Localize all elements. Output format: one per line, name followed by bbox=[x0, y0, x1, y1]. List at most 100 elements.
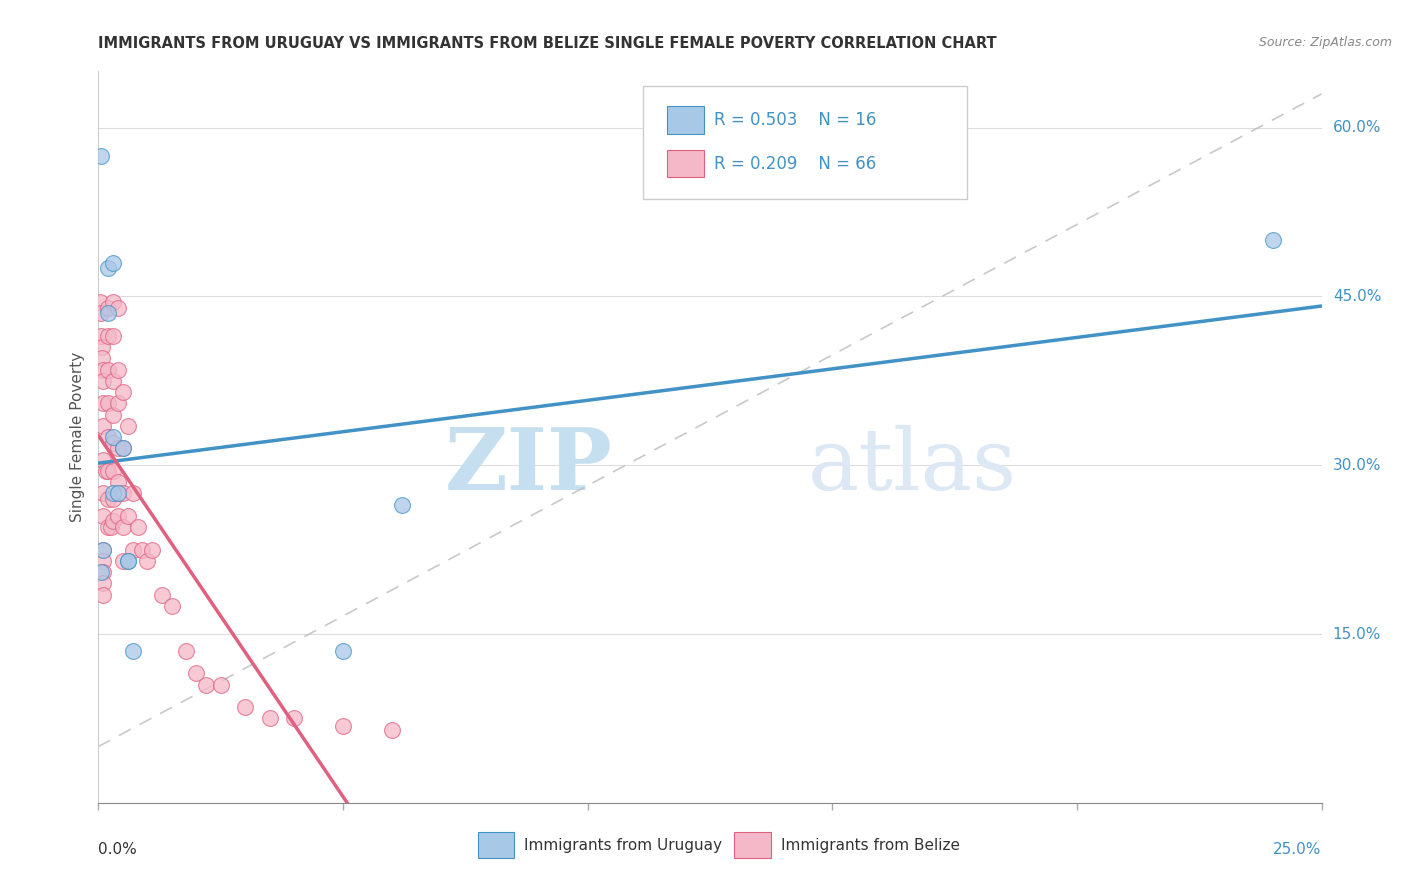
Point bbox=[101, 491, 124, 506]
Point bbox=[97, 306, 120, 320]
Y-axis label: Single Female Poverty: Single Female Poverty bbox=[70, 352, 86, 522]
Point bbox=[97, 491, 120, 506]
Text: 0.0%: 0.0% bbox=[98, 842, 138, 856]
Point bbox=[107, 475, 129, 489]
Text: R = 0.209    N = 66: R = 0.209 N = 66 bbox=[714, 154, 876, 172]
Point bbox=[101, 295, 124, 310]
Point bbox=[91, 508, 114, 523]
Point bbox=[136, 554, 159, 568]
Text: R = 0.503    N = 16: R = 0.503 N = 16 bbox=[714, 111, 876, 128]
Text: 30.0%: 30.0% bbox=[1333, 458, 1381, 473]
Point bbox=[97, 362, 120, 376]
Point bbox=[91, 542, 114, 557]
Point bbox=[90, 306, 112, 320]
Point bbox=[117, 554, 139, 568]
Point bbox=[107, 486, 129, 500]
Point bbox=[101, 515, 124, 529]
Text: atlas: atlas bbox=[808, 425, 1017, 508]
Point bbox=[91, 486, 114, 500]
Point bbox=[91, 565, 114, 579]
Point bbox=[111, 385, 134, 400]
Text: Immigrants from Belize: Immigrants from Belize bbox=[780, 838, 960, 853]
Point bbox=[195, 678, 218, 692]
Text: Immigrants from Uruguay: Immigrants from Uruguay bbox=[524, 838, 723, 853]
Point bbox=[97, 464, 120, 478]
Point bbox=[90, 340, 112, 354]
Point bbox=[90, 565, 112, 579]
Point bbox=[107, 508, 129, 523]
Point bbox=[101, 464, 124, 478]
Point bbox=[150, 588, 173, 602]
Point bbox=[107, 442, 129, 456]
Point bbox=[121, 542, 143, 557]
Point bbox=[111, 442, 134, 456]
Text: Source: ZipAtlas.com: Source: ZipAtlas.com bbox=[1258, 36, 1392, 49]
Text: 15.0%: 15.0% bbox=[1333, 626, 1381, 641]
Point bbox=[259, 711, 281, 725]
Text: ZIP: ZIP bbox=[444, 425, 612, 508]
Bar bbox=[668, 150, 704, 178]
Point bbox=[160, 599, 183, 613]
Point bbox=[90, 328, 112, 343]
Point bbox=[97, 396, 120, 410]
Bar bbox=[734, 832, 772, 858]
Point bbox=[91, 452, 114, 467]
Point bbox=[89, 295, 111, 310]
Point bbox=[131, 542, 153, 557]
Point bbox=[101, 430, 124, 444]
Point bbox=[127, 520, 149, 534]
FancyBboxPatch shape bbox=[643, 86, 967, 200]
Point bbox=[97, 520, 120, 534]
Point bbox=[332, 644, 354, 658]
Point bbox=[90, 149, 112, 163]
Point bbox=[186, 666, 208, 681]
Point bbox=[332, 719, 354, 733]
Point bbox=[111, 442, 134, 456]
Point bbox=[97, 328, 120, 343]
Point bbox=[94, 464, 117, 478]
Bar bbox=[668, 106, 704, 134]
Point bbox=[111, 554, 134, 568]
Point bbox=[107, 486, 129, 500]
Point bbox=[97, 261, 120, 276]
Point bbox=[1261, 233, 1284, 247]
Point bbox=[91, 362, 114, 376]
Point bbox=[391, 498, 413, 512]
Text: 45.0%: 45.0% bbox=[1333, 289, 1381, 304]
Point bbox=[107, 301, 129, 315]
Point bbox=[91, 396, 114, 410]
Point bbox=[283, 711, 305, 725]
Point bbox=[111, 486, 134, 500]
Text: 25.0%: 25.0% bbox=[1274, 842, 1322, 856]
Point bbox=[101, 255, 124, 269]
Point bbox=[111, 520, 134, 534]
Point bbox=[121, 644, 143, 658]
Text: IMMIGRANTS FROM URUGUAY VS IMMIGRANTS FROM BELIZE SINGLE FEMALE POVERTY CORRELAT: IMMIGRANTS FROM URUGUAY VS IMMIGRANTS FR… bbox=[98, 36, 997, 51]
Point bbox=[107, 362, 129, 376]
Point bbox=[117, 418, 139, 433]
Point bbox=[101, 435, 124, 450]
Point bbox=[91, 554, 114, 568]
Point bbox=[117, 554, 139, 568]
Point bbox=[209, 678, 232, 692]
Point bbox=[101, 408, 124, 422]
Point bbox=[91, 374, 114, 388]
Point bbox=[117, 508, 139, 523]
Point bbox=[91, 588, 114, 602]
Point bbox=[233, 700, 256, 714]
Point bbox=[97, 430, 120, 444]
Point bbox=[91, 542, 114, 557]
Point bbox=[107, 396, 129, 410]
Point bbox=[121, 486, 143, 500]
Point bbox=[97, 301, 120, 315]
Point bbox=[101, 328, 124, 343]
Point bbox=[141, 542, 163, 557]
Point bbox=[91, 576, 114, 591]
Point bbox=[101, 374, 124, 388]
Point bbox=[91, 351, 114, 366]
Text: 60.0%: 60.0% bbox=[1333, 120, 1381, 135]
Point bbox=[100, 520, 122, 534]
Point bbox=[91, 418, 114, 433]
Bar bbox=[478, 832, 515, 858]
Point bbox=[101, 486, 124, 500]
